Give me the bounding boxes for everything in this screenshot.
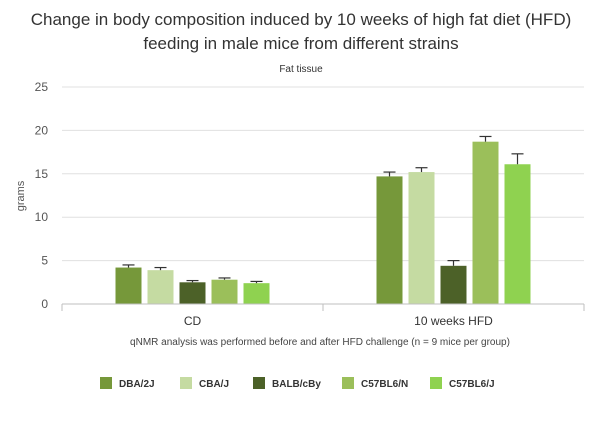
legend-item: DBA/2J (100, 377, 155, 390)
error-bars (122, 135, 524, 284)
legend-swatch (100, 377, 112, 389)
bar-dba-2j-hfd (376, 176, 403, 304)
error-bar (154, 266, 167, 271)
y-tick-label: 0 (41, 297, 48, 311)
legend-swatch (253, 377, 265, 389)
legend-label: DBA/2J (119, 379, 155, 390)
legend-label: CBA/J (199, 379, 229, 390)
bar-c57bl6-j-hfd (504, 164, 531, 304)
legend-label: C57BL6/N (361, 379, 408, 390)
error-bar (250, 280, 263, 284)
chart-subtitle: Fat tissue (279, 64, 323, 75)
error-bar (447, 260, 460, 266)
bar-dba-2j-cd (115, 267, 142, 304)
legend-item: BALB/cBy (253, 377, 321, 390)
bars (115, 141, 531, 304)
legend-swatch (180, 377, 192, 389)
y-axis-label: grams (15, 180, 27, 211)
legend-swatch (430, 377, 442, 389)
chart-title-line1: Change in body composition induced by 10… (31, 10, 572, 29)
bar-balb-cby-cd (179, 282, 206, 304)
y-tick-label: 15 (35, 167, 49, 181)
error-bar (511, 153, 524, 165)
bar-c57bl6-n-hfd (472, 141, 499, 304)
chart-title-line2: feeding in male mice from different stra… (143, 34, 458, 53)
y-tick-label: 10 (35, 210, 49, 224)
category-label: 10 weeks HFD (414, 314, 493, 328)
x-axis (61, 303, 585, 311)
legend-item: C57BL6/J (430, 377, 495, 390)
y-tick-label: 20 (35, 123, 49, 137)
legend-swatch (342, 377, 354, 389)
error-bar (383, 171, 396, 177)
error-bar (218, 277, 231, 280)
bar-cba-j-hfd (408, 172, 435, 304)
error-bar (186, 279, 199, 283)
legend-label: C57BL6/J (449, 379, 495, 390)
error-bar (415, 167, 428, 173)
error-bar (479, 135, 492, 142)
x-axis-note: qNMR analysis was performed before and a… (130, 337, 510, 348)
category-label: CD (184, 314, 202, 328)
legend-item: C57BL6/N (342, 377, 408, 390)
bar-c57bl6-n-cd (211, 279, 238, 304)
bar-cba-j-cd (147, 270, 174, 304)
category-labels: CD 10 weeks HFD (184, 314, 493, 328)
bar-c57bl6-j-cd (243, 283, 270, 304)
legend-item: CBA/J (180, 377, 229, 390)
y-tick-label: 25 (35, 80, 49, 94)
error-bar (122, 264, 135, 268)
bar-balb-cby-hfd (440, 265, 467, 304)
legend-label: BALB/cBy (272, 379, 321, 390)
y-tick-label: 5 (41, 254, 48, 268)
legend: DBA/2J CBA/J BALB/cBy C57BL6/N C57BL6/J (100, 377, 495, 390)
y-axis-ticks: 0 5 10 15 20 25 (35, 80, 49, 311)
